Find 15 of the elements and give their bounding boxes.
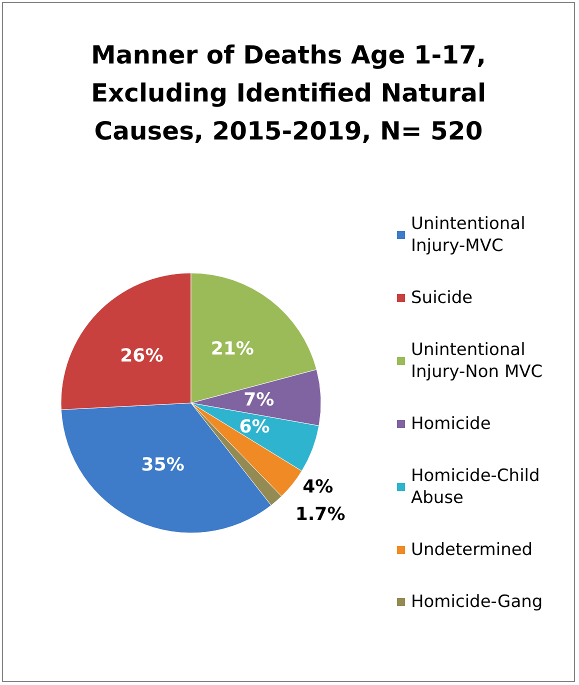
data-label: 1.7%: [295, 504, 346, 526]
legend-label: Homicide: [411, 414, 491, 434]
legend-label: Undetermined: [411, 540, 533, 560]
chart-title: Manner of Deaths Age 1-17, Excluding Identified Natural Causes, 2015-2019, N= 520: [90, 40, 486, 146]
legend-label: Unintentional Injury-MVC: [411, 214, 531, 256]
legend-label: Homicide-Child Abuse: [411, 466, 546, 508]
data-label: 7%: [244, 390, 274, 411]
data-label: 6%: [239, 416, 270, 438]
data-label: 35%: [141, 454, 184, 476]
data-label: 21%: [210, 338, 254, 360]
legend-label: Homicide-Gang: [411, 592, 543, 612]
data-label: 26%: [120, 346, 164, 367]
legend-label: Unintentional Injury-Non MVC: [411, 340, 543, 382]
data-label: 4%: [302, 476, 334, 498]
legend-label: Suicide: [411, 288, 473, 308]
